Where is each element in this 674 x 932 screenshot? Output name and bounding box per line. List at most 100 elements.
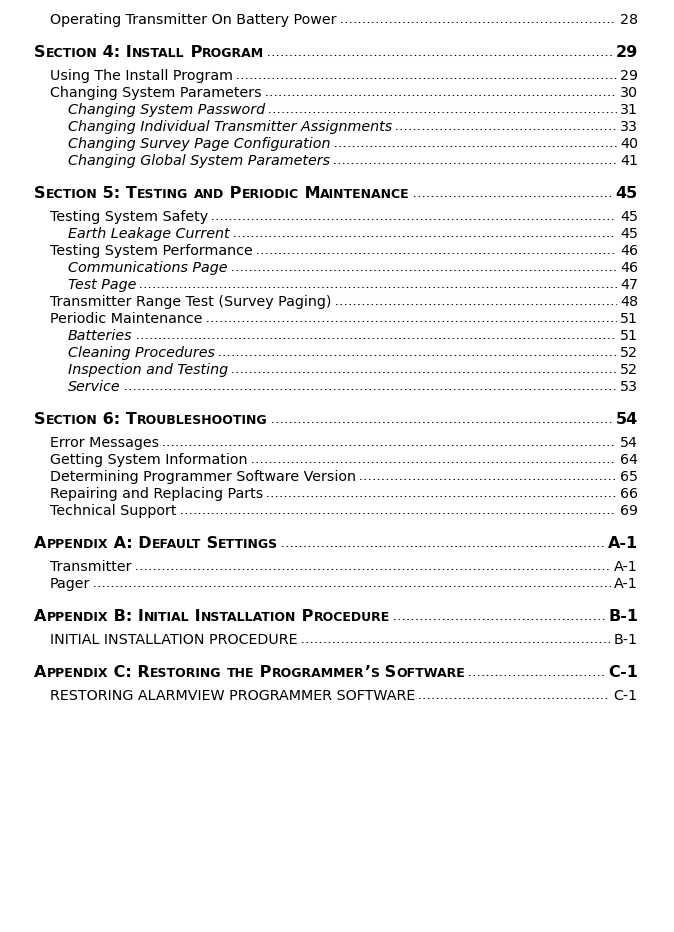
Text: 33: 33	[620, 119, 638, 133]
Text: 6: T: 6: T	[97, 412, 137, 427]
Text: 30: 30	[620, 86, 638, 100]
Text: B: I: B: I	[108, 609, 144, 624]
Text: ECTION: ECTION	[46, 188, 97, 201]
Text: A-1: A-1	[614, 577, 638, 591]
Text: PPENDIX: PPENDIX	[47, 611, 108, 624]
Text: P: P	[254, 665, 272, 680]
Text: Repairing and Replacing Parts: Repairing and Replacing Parts	[50, 487, 264, 500]
Text: C-1: C-1	[608, 665, 638, 680]
Text: Test Page: Test Page	[68, 278, 136, 292]
Text: 65: 65	[620, 470, 638, 484]
Text: AINTENANCE: AINTENANCE	[320, 188, 410, 201]
Text: 48: 48	[620, 295, 638, 308]
Text: Service: Service	[68, 379, 121, 393]
Text: ERIODIC: ERIODIC	[241, 188, 299, 201]
Text: 54: 54	[616, 412, 638, 427]
Text: A: A	[34, 665, 47, 680]
Text: ROGRAM: ROGRAM	[202, 47, 264, 60]
Text: THE: THE	[226, 667, 254, 680]
Text: P: P	[297, 609, 314, 624]
Text: Communications Page: Communications Page	[68, 261, 228, 275]
Text: 28: 28	[620, 13, 638, 27]
Text: S: S	[34, 186, 46, 201]
Text: ECTION: ECTION	[46, 414, 97, 427]
Text: 40: 40	[620, 137, 638, 151]
Text: 31: 31	[620, 103, 638, 116]
Text: 52: 52	[620, 363, 638, 377]
Text: C: R: C: R	[108, 665, 150, 680]
Text: PPENDIX: PPENDIX	[47, 667, 108, 680]
Text: Changing Global System Parameters: Changing Global System Parameters	[68, 154, 330, 168]
Text: 29: 29	[616, 45, 638, 60]
Text: P: P	[224, 186, 241, 201]
Text: NSTALLATION: NSTALLATION	[201, 611, 297, 624]
Text: B-1: B-1	[608, 609, 638, 624]
Text: ROGRAMMER: ROGRAMMER	[272, 667, 364, 680]
Text: C-1: C-1	[614, 689, 638, 703]
Text: Changing Survey Page Configuration: Changing Survey Page Configuration	[68, 137, 330, 151]
Text: Determining Programmer Software Version: Determining Programmer Software Version	[50, 470, 356, 484]
Text: S: S	[370, 667, 379, 680]
Text: 46: 46	[620, 243, 638, 257]
Text: Changing System Password: Changing System Password	[68, 103, 265, 116]
Text: 54: 54	[620, 435, 638, 449]
Text: 46: 46	[620, 261, 638, 275]
Text: 53: 53	[620, 379, 638, 393]
Text: Changing Individual Transmitter Assignments: Changing Individual Transmitter Assignme…	[68, 119, 392, 133]
Text: A: A	[34, 536, 47, 551]
Text: 5: T: 5: T	[97, 186, 137, 201]
Text: 45: 45	[616, 186, 638, 201]
Text: 41: 41	[620, 154, 638, 168]
Text: PPENDIX: PPENDIX	[47, 538, 108, 551]
Text: S: S	[201, 536, 218, 551]
Text: S: S	[34, 412, 46, 427]
Text: Using The Install Program: Using The Install Program	[50, 69, 233, 83]
Text: 69: 69	[620, 503, 638, 517]
Text: 52: 52	[620, 346, 638, 360]
Text: 4: I: 4: I	[97, 45, 132, 60]
Text: 66: 66	[620, 487, 638, 500]
Text: Technical Support: Technical Support	[50, 503, 177, 517]
Text: A: A	[34, 609, 47, 624]
Text: A-1: A-1	[614, 559, 638, 573]
Text: EFAULT: EFAULT	[152, 538, 201, 551]
Text: 51: 51	[620, 329, 638, 343]
Text: Earth Leakage Current: Earth Leakage Current	[68, 226, 230, 240]
Text: Operating Transmitter On Battery Power: Operating Transmitter On Battery Power	[50, 13, 336, 27]
Text: 45: 45	[620, 226, 638, 240]
Text: Periodic Maintenance: Periodic Maintenance	[50, 311, 202, 325]
Text: Error Messages: Error Messages	[50, 435, 159, 449]
Text: A-1: A-1	[608, 536, 638, 551]
Text: ROUBLESHOOTING: ROUBLESHOOTING	[137, 414, 268, 427]
Text: ESTING: ESTING	[137, 188, 188, 201]
Text: 51: 51	[620, 311, 638, 325]
Text: I: I	[189, 609, 201, 624]
Text: Transmitter: Transmitter	[50, 559, 131, 573]
Text: 47: 47	[620, 278, 638, 292]
Text: Cleaning Procedures: Cleaning Procedures	[68, 346, 215, 360]
Text: Transmitter Range Test (Survey Paging): Transmitter Range Test (Survey Paging)	[50, 295, 332, 308]
Text: 29: 29	[620, 69, 638, 83]
Text: 45: 45	[620, 210, 638, 224]
Text: B-1: B-1	[614, 633, 638, 647]
Text: INITIAL INSTALLATION PROCEDURE: INITIAL INSTALLATION PROCEDURE	[50, 633, 297, 647]
Text: Changing System Parameters: Changing System Parameters	[50, 86, 262, 100]
Text: NSTALL: NSTALL	[132, 47, 185, 60]
Text: RESTORING ALARMVIEW PROGRAMMER SOFTWARE: RESTORING ALARMVIEW PROGRAMMER SOFTWARE	[50, 689, 415, 703]
Text: ECTION: ECTION	[46, 47, 97, 60]
Text: S: S	[34, 45, 46, 60]
Text: P: P	[185, 45, 202, 60]
Text: 64: 64	[620, 453, 638, 467]
Text: Testing System Safety: Testing System Safety	[50, 210, 208, 224]
Text: Inspection and Testing: Inspection and Testing	[68, 363, 228, 377]
Text: M: M	[299, 186, 320, 201]
Text: OFTWARE: OFTWARE	[396, 667, 465, 680]
Text: ESTORING: ESTORING	[150, 667, 221, 680]
Text: ETTINGS: ETTINGS	[218, 538, 278, 551]
Text: Getting System Information: Getting System Information	[50, 453, 247, 467]
Text: Testing System Performance: Testing System Performance	[50, 243, 253, 257]
Text: A: D: A: D	[108, 536, 152, 551]
Text: NITIAL: NITIAL	[144, 611, 189, 624]
Text: ’: ’	[364, 665, 370, 680]
Text: S: S	[379, 665, 396, 680]
